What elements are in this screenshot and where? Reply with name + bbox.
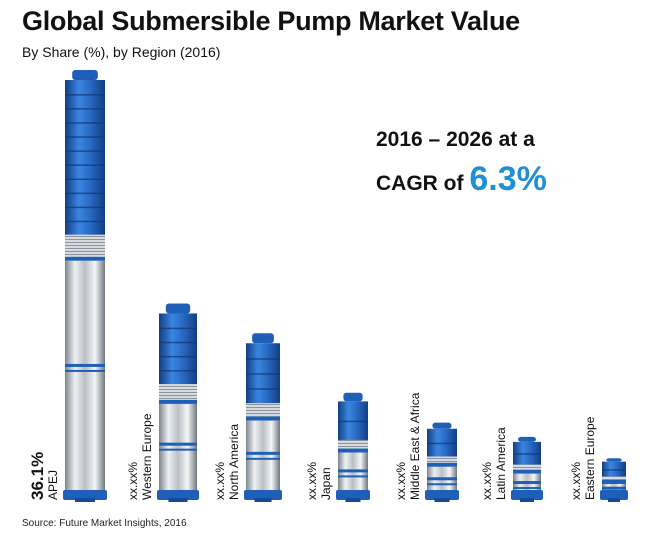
cagr-prefix: CAGR of — [376, 172, 464, 195]
bar-north-america — [244, 333, 282, 502]
category-label: Japan — [319, 467, 333, 500]
cagr-period: 2016 – 2026 at a — [376, 128, 535, 151]
bar-eastern-europe — [600, 458, 628, 502]
value-label: xx.xx% — [480, 462, 494, 500]
value-label: 36.1% — [28, 452, 47, 500]
value-label: xx.xx% — [213, 462, 227, 500]
bar-western-europe — [157, 303, 199, 502]
chart-title: Global Submersible Pump Market Value — [22, 6, 520, 36]
category-label: Eastern Europe — [583, 416, 597, 500]
value-label: xx.xx% — [126, 462, 140, 500]
category-label: APEJ — [46, 470, 60, 500]
value-label: xx.xx% — [569, 462, 583, 500]
bar-apej — [63, 70, 107, 502]
cagr-callout: 2016 – 2026 at a CAGR of 6.3% — [376, 128, 547, 199]
chart-subtitle: By Share (%), by Region (2016) — [22, 44, 221, 60]
cagr-line: CAGR of 6.3% — [376, 160, 547, 199]
bar-latin-america — [511, 436, 543, 502]
bar-middle-east-africa — [425, 422, 459, 502]
category-label: Middle East & Africa — [408, 392, 422, 500]
category-label: Latin America — [494, 427, 508, 500]
source-note: Source: Future Market Insights, 2016 — [22, 518, 187, 529]
cagr-value: 6.3% — [469, 160, 547, 198]
value-label: xx.xx% — [305, 462, 319, 500]
value-label: xx.xx% — [394, 462, 408, 500]
category-label: North America — [227, 424, 241, 500]
category-label: Western Europe — [140, 413, 154, 500]
bar-japan — [336, 392, 370, 502]
